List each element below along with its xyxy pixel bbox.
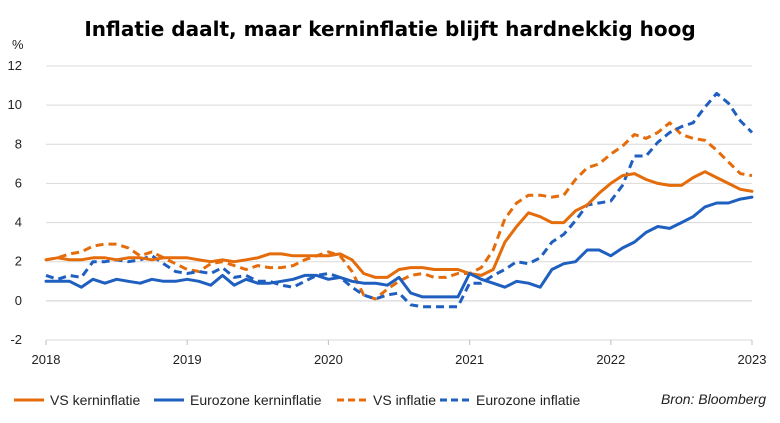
legend-label: Eurozone kerninflatie xyxy=(190,392,322,408)
x-tick-label: 2021 xyxy=(455,352,484,367)
y-axis-ticks: -2 0 2 4 6 8 10 12 xyxy=(8,58,22,347)
y-axis-unit-label: % xyxy=(12,37,24,52)
y-tick-label: 8 xyxy=(15,136,22,151)
y-tick-label: -2 xyxy=(10,332,22,347)
legend-item: Eurozone inflatie xyxy=(440,392,581,408)
y-tick-label: 0 xyxy=(15,293,22,308)
y-tick-label: 12 xyxy=(8,58,22,73)
legend: VS kerninflatie Eurozone kerninflatie VS i… xyxy=(14,392,581,408)
x-tick-label: 2023 xyxy=(738,352,767,367)
series-line-eurozone-inflatie xyxy=(45,91,754,309)
legend-item: VS inflatie xyxy=(337,392,436,408)
series-line-vs-kerninflatie xyxy=(44,170,754,279)
source-note: Bron: Bloomberg xyxy=(661,391,766,407)
series-line-vs-inflatie xyxy=(45,121,753,301)
x-tick-label: 2020 xyxy=(314,352,343,367)
x-tick-label: 2019 xyxy=(173,352,202,367)
y-tick-label: 10 xyxy=(8,97,22,112)
series-line-eurozone-kerninflatie xyxy=(44,195,754,299)
legend-item: VS kerninflatie xyxy=(14,392,140,408)
x-axis-ticks: 2018 2019 2020 2021 2022 2023 xyxy=(32,339,767,367)
y-tick-label: 4 xyxy=(15,215,22,230)
legend-label: VS kerninflatie xyxy=(50,392,140,408)
series-lines xyxy=(44,91,754,309)
legend-label: VS inflatie xyxy=(373,392,436,408)
gridlines xyxy=(46,65,752,341)
y-tick-label: 2 xyxy=(15,254,22,269)
x-tick-label: 2022 xyxy=(596,352,625,367)
legend-item: Eurozone kerninflatie xyxy=(154,392,322,408)
y-tick-label: 6 xyxy=(15,175,22,190)
x-tick-label: 2018 xyxy=(32,352,61,367)
chart-title: Inflatie daalt, maar kerninflatie blijft… xyxy=(84,17,695,41)
legend-label: Eurozone inflatie xyxy=(476,392,581,408)
